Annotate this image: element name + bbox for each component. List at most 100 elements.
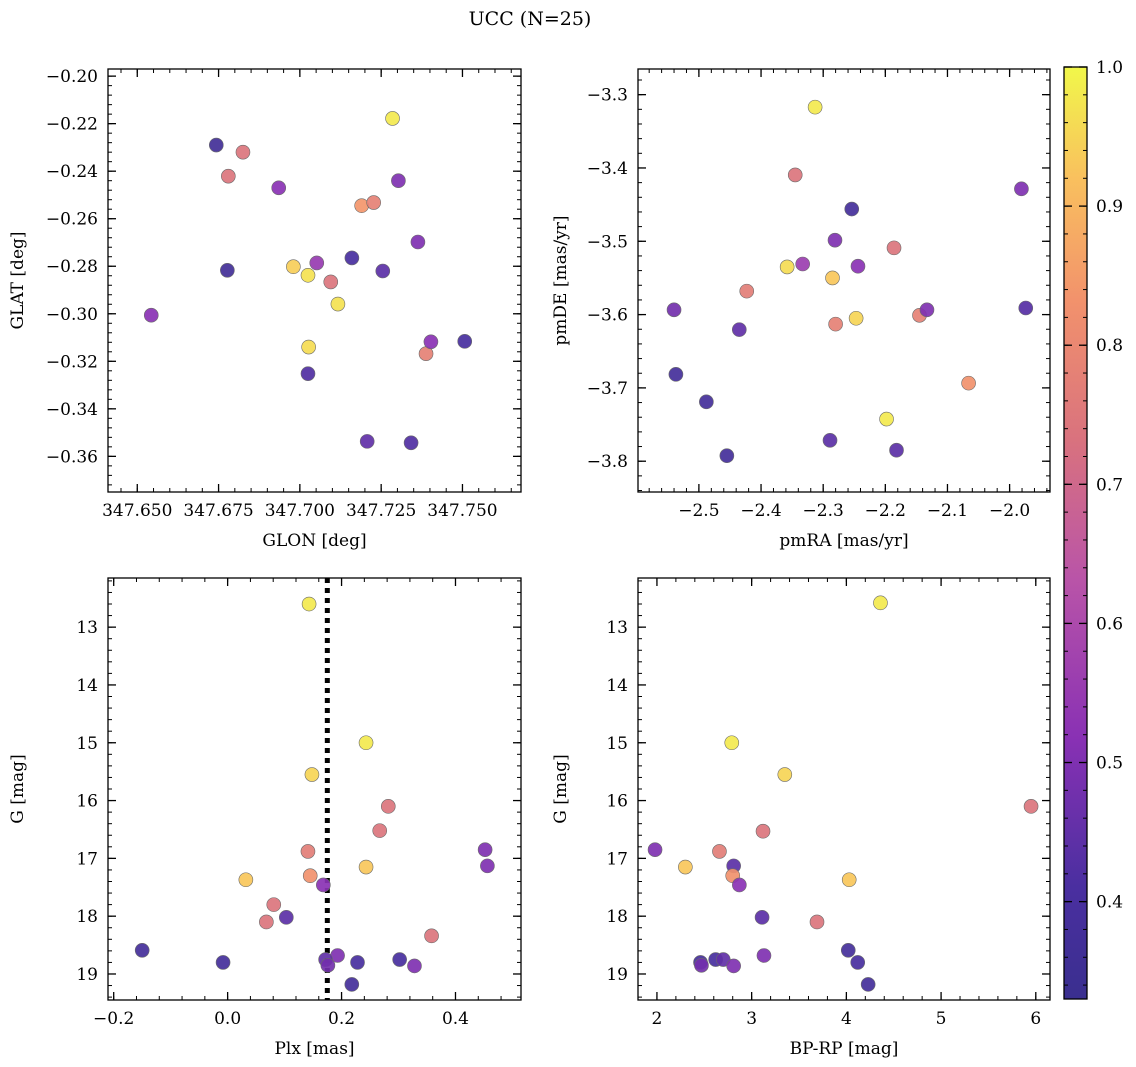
colorbar-tick-label: 0.6	[1096, 614, 1123, 634]
y-tick-label: −3.5	[587, 232, 628, 252]
scatter-point	[359, 434, 375, 449]
panel-plx-g: −0.2 0.0 0.2 0.4 13 14 15 16 17 18 19 Plx [mas] G [m…	[8, 577, 522, 1059]
scatter-point	[850, 955, 866, 970]
scatter-point	[731, 322, 747, 337]
scatter-point	[286, 259, 301, 275]
x-tick-label: 347.725	[346, 501, 416, 521]
scatter-point	[726, 958, 741, 974]
x-tick-label: 3	[746, 1009, 757, 1029]
x-tick-label: 0.4	[442, 1009, 469, 1029]
axes-frame	[107, 577, 522, 1001]
scatter-point	[221, 168, 236, 184]
scatter-point	[316, 877, 331, 893]
x-tick-label: 347.650	[102, 501, 172, 521]
scatter-point	[1023, 799, 1039, 814]
scatter-point	[385, 111, 400, 126]
scatter-point	[787, 167, 803, 183]
y-tick-label: 15	[606, 734, 628, 754]
scatter-point	[320, 958, 336, 973]
scatter-point	[777, 767, 793, 782]
scatter-point	[795, 256, 810, 272]
scatter-point	[366, 195, 381, 210]
scatter-point	[732, 877, 747, 893]
y-tick-label: 19	[606, 965, 628, 985]
scatter-point	[1018, 300, 1034, 316]
scatter-point	[879, 411, 894, 427]
y-tick-label: −3.8	[587, 452, 628, 472]
colorbar-tick-label: 0.7	[1096, 475, 1123, 495]
scatter-point	[301, 596, 317, 612]
x-axis-label: GLON [deg]	[262, 531, 366, 551]
x-tick-label: 6	[1030, 1009, 1041, 1029]
scatter-point	[375, 263, 391, 279]
scatter-point	[719, 448, 735, 464]
y-tick-label: 13	[606, 618, 628, 638]
colorbar: 0.4 0.5 0.6 0.7 0.8 0.9 1.0	[1063, 58, 1123, 1000]
y-axis-label: G [mag]	[8, 754, 28, 823]
x-tick-label: 2	[652, 1009, 663, 1029]
scatter-point	[392, 952, 407, 967]
scatter-point	[259, 914, 274, 930]
scatter-point	[423, 334, 439, 350]
y-tick-label: −0.26	[46, 210, 98, 230]
scatter-point	[807, 99, 823, 115]
scatter-point	[300, 844, 316, 859]
scatter-point	[739, 283, 755, 299]
scatter-point	[712, 844, 727, 859]
y-tick-label: 18	[606, 907, 628, 927]
x-axis-label: Plx [mas]	[274, 1039, 354, 1059]
y-axis-label: pmDE [mas/yr]	[551, 215, 571, 345]
x-tick-label: 0.0	[214, 1009, 241, 1029]
scatter-point	[666, 302, 682, 318]
colorbar-tick-label: 0.9	[1096, 197, 1123, 217]
scatter-point	[309, 255, 325, 271]
scatter-point	[844, 201, 860, 217]
y-tick-label: 15	[76, 734, 98, 754]
scatter-point	[220, 262, 235, 278]
y-tick-label: 18	[76, 907, 98, 927]
scatter-point	[754, 910, 770, 925]
y-tick-label: 14	[606, 676, 628, 696]
scatter-point	[840, 942, 856, 958]
scatter-point	[827, 232, 843, 248]
scatter-point	[380, 799, 396, 814]
scatter-point	[344, 250, 360, 266]
scatter-point	[889, 442, 904, 458]
x-tick-label: −0.2	[93, 1009, 134, 1029]
colorbar-tick-label: 0.5	[1096, 754, 1123, 774]
colorbar-frame	[1063, 66, 1088, 1000]
scatter-point	[873, 595, 888, 611]
x-tick-label: 5	[936, 1009, 947, 1029]
colorbar-tick-label: 1.0	[1096, 58, 1123, 78]
x-tick-label: 4	[841, 1009, 852, 1029]
x-tick-label: −2.5	[678, 501, 719, 521]
scatter-point	[410, 234, 426, 250]
scatter-point	[678, 859, 693, 875]
scatter-point	[961, 375, 976, 391]
x-tick-label: 347.675	[183, 501, 253, 521]
x-axis-label: pmRA [mas/yr]	[779, 531, 908, 551]
axes-frame	[637, 68, 1051, 493]
colorbar-tick-label: 0.8	[1096, 336, 1123, 356]
y-tick-label: −0.28	[46, 257, 98, 277]
y-tick-label: −3.4	[587, 159, 628, 179]
y-tick-label: −0.34	[46, 400, 98, 420]
y-tick-label: −0.30	[46, 305, 98, 325]
x-tick-label: −2.0	[989, 501, 1030, 521]
scatter-point	[424, 928, 439, 944]
scatter-point	[755, 823, 771, 839]
scatter-point	[403, 435, 419, 451]
y-tick-label: 13	[76, 618, 98, 638]
scatter-point	[300, 267, 316, 283]
x-tick-label: 0.2	[328, 1009, 355, 1029]
figure-title: UCC (N=25)	[468, 8, 592, 30]
scatter-point	[647, 842, 663, 857]
scatter-point	[886, 240, 902, 256]
x-tick-label: 347.700	[265, 501, 335, 521]
scatter-point	[358, 859, 374, 875]
x-tick-label: −2.1	[927, 501, 968, 521]
scatter-point	[480, 858, 495, 874]
scatter-point	[809, 914, 825, 930]
scatter-point	[301, 339, 316, 355]
y-tick-label: −0.32	[46, 352, 98, 372]
